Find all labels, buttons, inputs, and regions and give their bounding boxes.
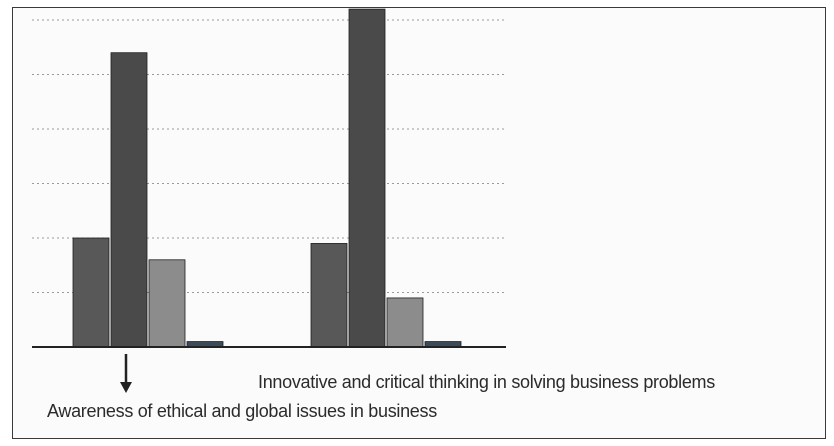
bar-category-2-series-3 (386, 297, 424, 348)
bars (72, 8, 462, 348)
bar-category-2-series-2 (348, 8, 386, 348)
bar-category-1-series-3 (148, 259, 186, 348)
gridlines (32, 19, 506, 293)
category-label-innovative-thinking: Innovative and critical thinking in solv… (258, 372, 715, 392)
bar-category-1-series-1 (72, 237, 110, 348)
category-pointer-arrow (120, 354, 132, 393)
bar-category-2-series-1 (310, 243, 348, 348)
category-label-ethical-awareness: Awareness of ethical and global issues i… (47, 401, 437, 421)
chart-frame (12, 7, 826, 439)
bar-category-1-series-2 (110, 52, 148, 348)
